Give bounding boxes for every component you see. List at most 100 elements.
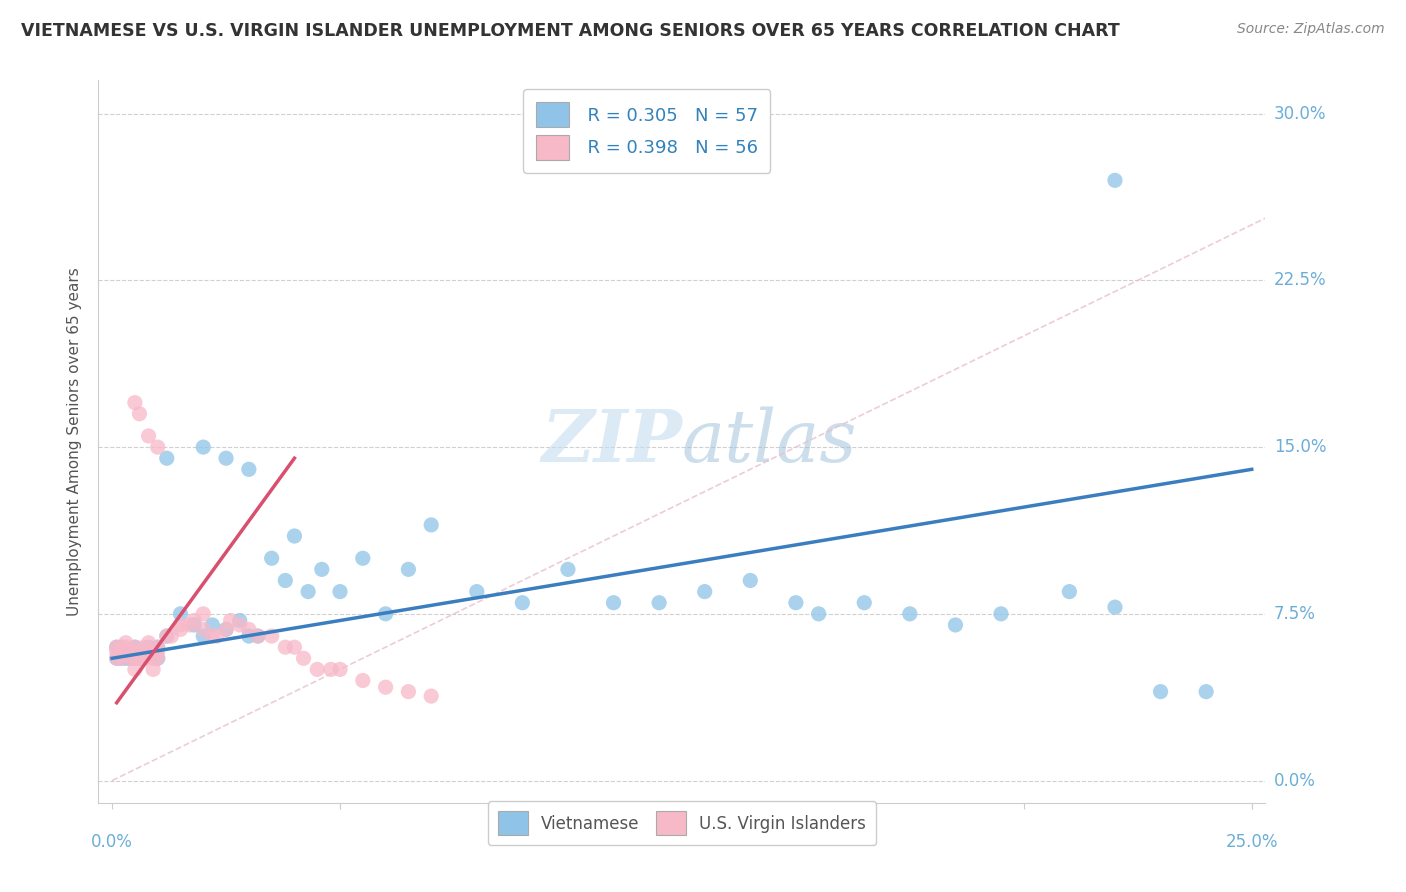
Point: [124, 651, 146, 665]
Point: [114, 640, 136, 655]
Point: [179, 618, 201, 632]
Point: [114, 645, 136, 659]
Point: [156, 629, 179, 643]
Point: [292, 651, 315, 665]
Point: [420, 517, 443, 532]
Point: [105, 651, 128, 665]
Point: [201, 618, 224, 632]
Point: [160, 629, 183, 643]
Point: [465, 584, 488, 599]
Point: [260, 551, 283, 566]
Point: [193, 607, 215, 621]
Point: [120, 651, 142, 665]
Point: [215, 451, 238, 466]
Point: [156, 629, 179, 643]
Point: [898, 607, 921, 621]
Point: [132, 645, 155, 659]
Point: [329, 662, 352, 676]
Text: 22.5%: 22.5%: [1274, 271, 1326, 289]
Point: [114, 645, 136, 659]
Point: [114, 636, 136, 650]
Point: [110, 645, 132, 659]
Point: [193, 629, 215, 643]
Point: [1149, 684, 1171, 698]
Point: [193, 440, 215, 454]
Point: [205, 629, 228, 643]
Text: 25.0%: 25.0%: [1226, 833, 1278, 851]
Point: [274, 574, 297, 588]
Point: [283, 640, 305, 655]
Point: [396, 684, 419, 698]
Point: [105, 640, 128, 655]
Point: [183, 614, 205, 628]
Point: [110, 651, 132, 665]
Point: [120, 651, 142, 665]
Point: [219, 614, 242, 628]
Point: [120, 645, 142, 659]
Text: ZIP: ZIP: [541, 406, 682, 477]
Point: [396, 562, 419, 576]
Point: [146, 651, 169, 665]
Point: [557, 562, 579, 576]
Point: [215, 623, 238, 637]
Point: [169, 623, 191, 637]
Point: [146, 640, 169, 655]
Point: [374, 680, 396, 694]
Text: 30.0%: 30.0%: [1274, 104, 1326, 122]
Point: [807, 607, 830, 621]
Point: [1104, 173, 1126, 187]
Point: [238, 629, 260, 643]
Point: [142, 651, 165, 665]
Point: [110, 640, 132, 655]
Legend: Vietnamese, U.S. Virgin Islanders: Vietnamese, U.S. Virgin Islanders: [488, 801, 876, 845]
Point: [146, 651, 169, 665]
Point: [602, 596, 624, 610]
Point: [260, 629, 283, 643]
Point: [307, 662, 329, 676]
Point: [229, 618, 252, 632]
Point: [420, 689, 443, 703]
Point: [311, 562, 333, 576]
Point: [193, 623, 215, 637]
Text: VIETNAMESE VS U.S. VIRGIN ISLANDER UNEMPLOYMENT AMONG SENIORS OVER 65 YEARS CORR: VIETNAMESE VS U.S. VIRGIN ISLANDER UNEMP…: [21, 22, 1119, 40]
Point: [352, 551, 374, 566]
Point: [512, 596, 534, 610]
Point: [138, 645, 160, 659]
Point: [183, 618, 205, 632]
Point: [740, 574, 762, 588]
Point: [105, 640, 128, 655]
Point: [124, 662, 146, 676]
Point: [319, 662, 342, 676]
Point: [146, 645, 169, 659]
Point: [105, 651, 128, 665]
Point: [329, 584, 352, 599]
Point: [238, 623, 260, 637]
Text: Source: ZipAtlas.com: Source: ZipAtlas.com: [1237, 22, 1385, 37]
Point: [128, 651, 150, 665]
Point: [142, 662, 165, 676]
Point: [169, 618, 191, 632]
Point: [128, 645, 150, 659]
Point: [374, 607, 396, 621]
Point: [132, 651, 155, 665]
Point: [138, 429, 160, 443]
Point: [169, 607, 191, 621]
Point: [1059, 584, 1081, 599]
Point: [124, 640, 146, 655]
Point: [138, 636, 160, 650]
Y-axis label: Unemployment Among Seniors over 65 years: Unemployment Among Seniors over 65 years: [67, 268, 83, 615]
Text: 0.0%: 0.0%: [91, 833, 134, 851]
Point: [128, 651, 150, 665]
Point: [138, 640, 160, 655]
Point: [229, 614, 252, 628]
Point: [283, 529, 305, 543]
Point: [945, 618, 967, 632]
Text: 7.5%: 7.5%: [1274, 605, 1316, 623]
Text: atlas: atlas: [682, 406, 858, 477]
Point: [128, 407, 150, 421]
Point: [110, 640, 132, 655]
Point: [352, 673, 374, 688]
Point: [146, 440, 169, 454]
Point: [785, 596, 807, 610]
Text: 0.0%: 0.0%: [1274, 772, 1316, 789]
